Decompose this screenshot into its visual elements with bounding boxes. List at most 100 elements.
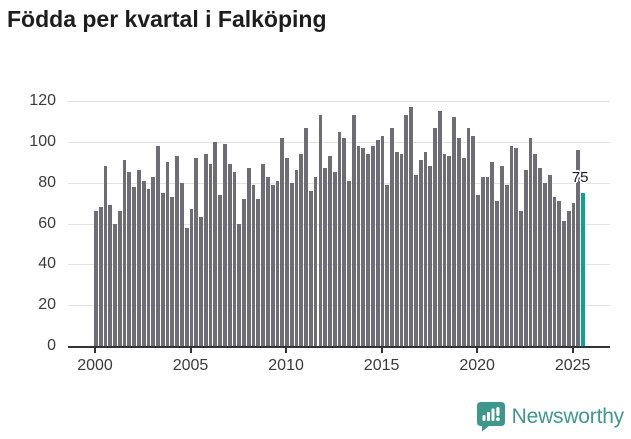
bar <box>495 201 499 346</box>
bar <box>189 209 194 346</box>
bar <box>337 131 342 346</box>
bar <box>557 201 562 346</box>
x-tick-label: 2000 <box>77 357 113 374</box>
bar <box>404 115 409 346</box>
bar <box>261 164 265 346</box>
bar <box>375 139 380 346</box>
y-axis-labels: 0 20 40 60 80 100 120 <box>0 92 56 354</box>
bar <box>203 154 208 346</box>
y-tick-label: 120 <box>29 92 56 109</box>
bar <box>285 158 289 346</box>
bar <box>485 176 490 346</box>
newsworthy-logo[interactable]: Newsworthy <box>476 402 625 432</box>
y-tick-label: 100 <box>29 132 56 150</box>
x-axis-tick <box>476 348 479 353</box>
bar <box>146 188 151 346</box>
y-tick-label: 0 <box>47 337 56 354</box>
bar <box>562 221 566 346</box>
bar <box>356 145 361 346</box>
bar <box>294 170 299 346</box>
bar <box>552 196 557 346</box>
bar <box>457 137 461 346</box>
bar <box>490 162 495 346</box>
x-axis-tick <box>94 348 96 353</box>
bar <box>447 156 452 346</box>
bar <box>194 158 199 346</box>
y-tick-label: 40 <box>38 255 56 273</box>
bar <box>514 147 519 346</box>
bar <box>113 223 117 346</box>
bar <box>218 194 222 346</box>
bar <box>256 199 261 346</box>
x-tick-label: 2015 <box>363 357 400 374</box>
bar <box>332 172 337 346</box>
x-tick-label: 2025 <box>554 357 591 374</box>
bar <box>576 150 581 346</box>
bar <box>476 194 480 346</box>
bar <box>394 152 399 346</box>
bar <box>242 199 246 346</box>
bar <box>170 196 175 346</box>
gridline <box>68 101 610 102</box>
bar <box>399 154 404 346</box>
bar <box>132 186 136 346</box>
bar <box>547 174 552 346</box>
bar <box>366 154 371 346</box>
y-tick-label: 80 <box>38 173 56 191</box>
bar <box>237 223 242 346</box>
bar <box>538 168 542 346</box>
chart-title: Födda per kvartal i Falköping <box>7 6 327 32</box>
bar <box>304 127 308 346</box>
bar <box>227 164 232 346</box>
bar <box>423 152 428 346</box>
x-tick-label: 2010 <box>268 357 304 374</box>
bar <box>528 137 533 346</box>
bar <box>127 172 132 346</box>
bar <box>308 190 313 346</box>
bar <box>533 154 538 346</box>
bar <box>318 115 323 346</box>
bar <box>504 184 509 346</box>
bar <box>270 184 275 346</box>
bar <box>442 154 447 346</box>
bar <box>385 184 390 346</box>
bar <box>208 164 213 346</box>
bar <box>313 176 318 346</box>
bar <box>380 135 385 346</box>
bar <box>543 182 547 346</box>
bar <box>328 156 332 346</box>
bar <box>156 145 160 346</box>
bar <box>151 176 156 346</box>
bar <box>414 174 418 346</box>
highlight-value-label: 75 <box>571 168 589 186</box>
bar <box>351 115 356 346</box>
bar <box>108 205 113 346</box>
x-axis-tick <box>571 348 574 353</box>
bar <box>175 156 179 346</box>
bar <box>94 211 98 346</box>
bar <box>571 203 576 346</box>
newsworthy-wordmark: Newsworthy <box>511 405 625 428</box>
bar <box>246 168 251 346</box>
bar <box>428 166 433 346</box>
bar <box>361 147 366 346</box>
x-axis-tick <box>380 348 383 353</box>
bar <box>251 184 256 346</box>
bar <box>409 107 414 346</box>
bar <box>471 135 476 346</box>
bar <box>371 145 375 346</box>
bar <box>466 127 471 346</box>
bar <box>184 227 189 346</box>
bar <box>160 192 165 346</box>
bar <box>280 137 285 346</box>
bar <box>342 137 347 346</box>
y-tick-label: 20 <box>38 296 56 314</box>
y-tick-label: 60 <box>38 214 56 232</box>
bar <box>103 166 108 346</box>
bar <box>232 172 237 346</box>
bar <box>347 180 351 346</box>
x-axis-tick <box>189 348 192 353</box>
bar <box>390 127 394 346</box>
bar <box>122 160 127 346</box>
bar <box>509 145 514 346</box>
